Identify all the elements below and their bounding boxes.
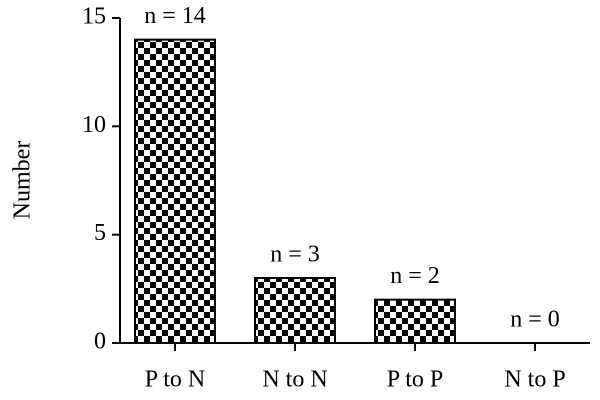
x-tick-label: P to N [145, 367, 205, 393]
y-tick-label: 5 [94, 220, 106, 246]
bar [374, 298, 456, 344]
x-tick-label: P to P [387, 367, 443, 393]
y-axis-label: Number [10, 141, 36, 220]
y-tick-label: 0 [94, 329, 106, 355]
value-label: n = 14 [144, 3, 206, 29]
value-label: n = 2 [390, 263, 440, 289]
value-label: n = 0 [510, 307, 560, 333]
value-label: n = 3 [270, 242, 320, 268]
bar [134, 38, 216, 345]
bar [254, 277, 336, 344]
y-tick-label: 10 [82, 112, 106, 138]
x-tick-label: N to N [262, 367, 327, 393]
x-tick-label: N to P [504, 367, 565, 393]
y-tick-label: 15 [82, 4, 106, 30]
